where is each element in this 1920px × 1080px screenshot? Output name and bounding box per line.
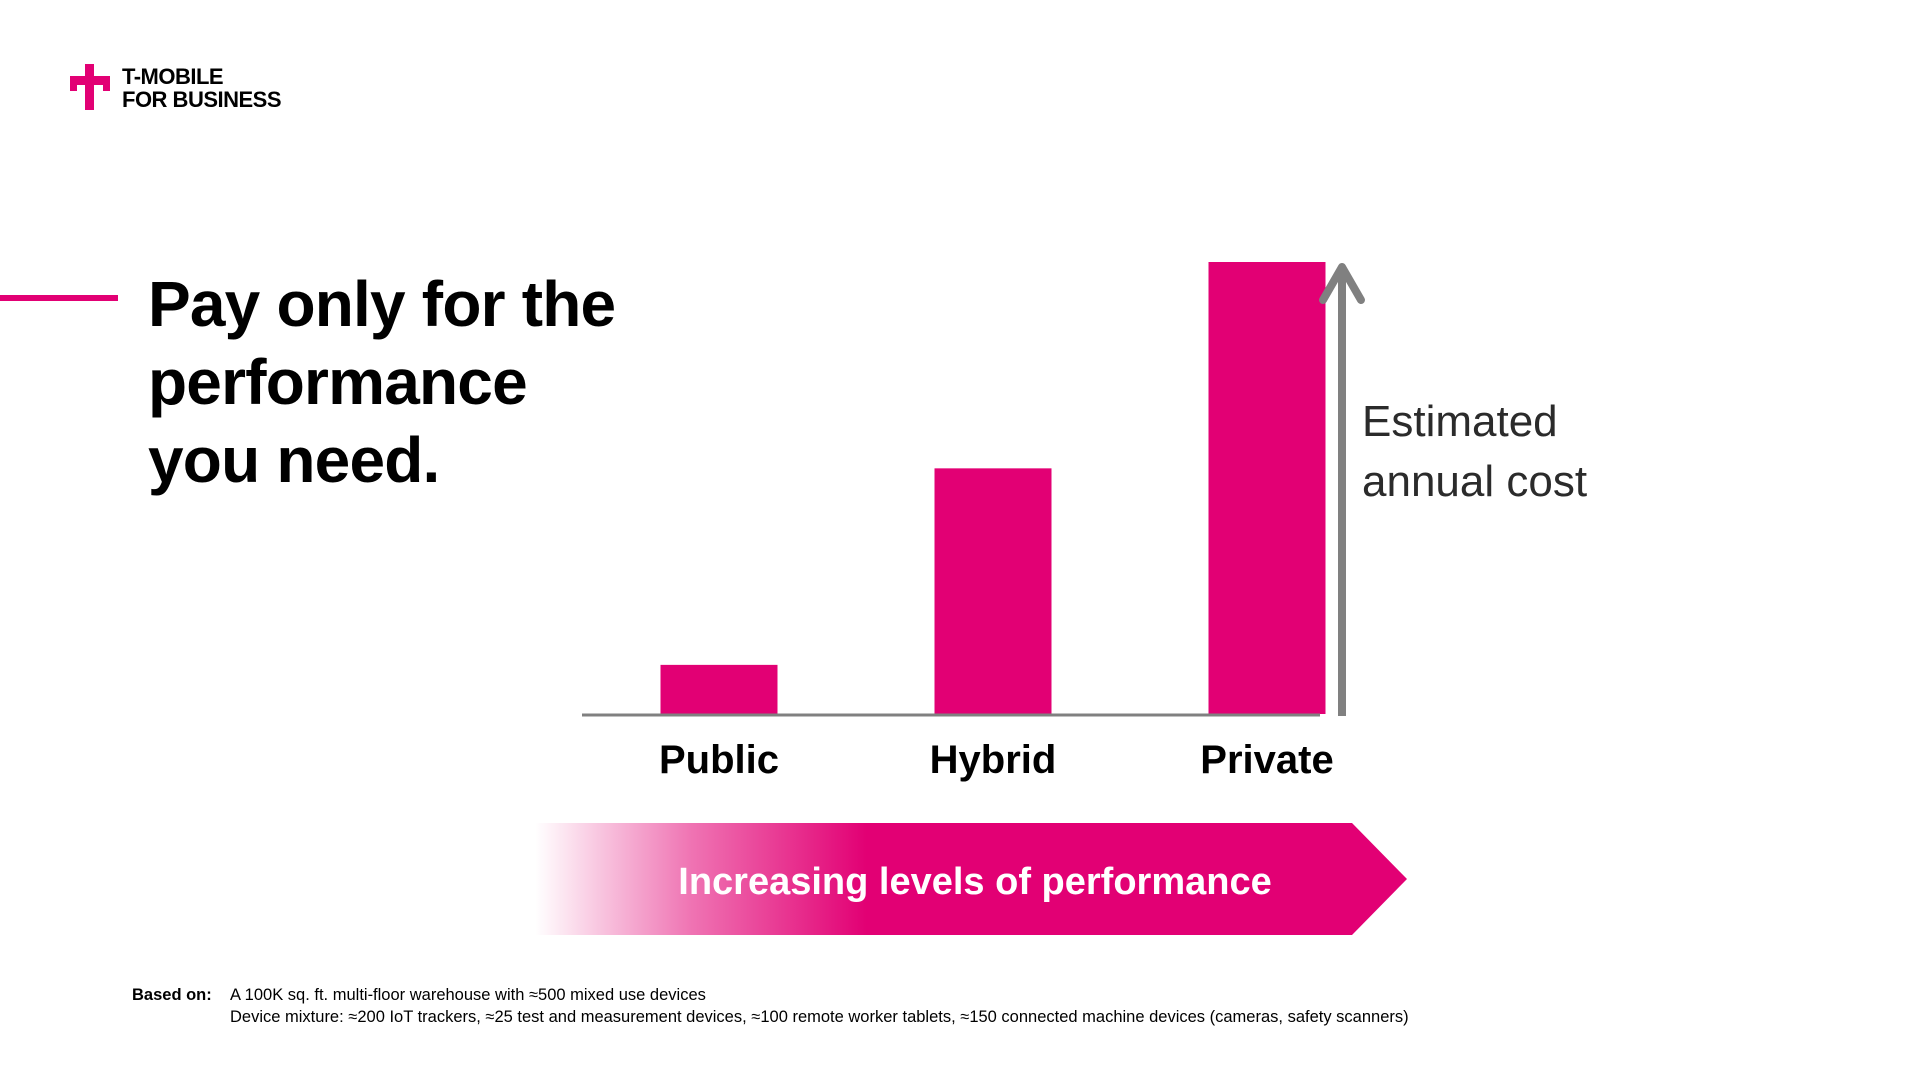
performance-arrow-label: Increasing levels of performance	[678, 861, 1271, 903]
category-label-private: Private	[1200, 738, 1333, 782]
logo-line-1: T-MOBILE	[122, 64, 224, 89]
y-axis-label-line-1: Estimated	[1362, 397, 1558, 446]
headline-line-2: performance	[148, 346, 528, 418]
y-axis-label-line-2: annual cost	[1362, 457, 1587, 506]
y-axis-arrow-head	[1319, 263, 1365, 304]
headline-line-3: you need.	[148, 424, 440, 496]
category-label-public: Public	[659, 738, 779, 782]
logo-wordmark: T-MOBILE FOR BUSINESS	[122, 64, 282, 112]
footnote-line-2: Device mixture: ≈200 IoT trackers, ≈25 t…	[230, 1008, 1409, 1026]
headline-line-1: Pay only for the	[148, 268, 616, 340]
accent-line	[0, 295, 118, 301]
category-label-hybrid: Hybrid	[930, 738, 1057, 782]
bar-private	[1208, 262, 1326, 714]
t-logo-icon	[70, 64, 110, 110]
bar-public	[660, 664, 778, 714]
footnote-label: Based on:	[132, 986, 212, 1004]
performance-arrow	[535, 823, 1407, 935]
tmobile-for-business-logo: T-MOBILE FOR BUSINESS	[70, 64, 330, 114]
bar-hybrid	[934, 468, 1052, 714]
headline: Pay only for the performance you need.	[148, 265, 668, 499]
logo-line-2: FOR BUSINESS	[122, 87, 282, 112]
footnote-line-1: A 100K sq. ft. multi-floor warehouse wit…	[230, 986, 706, 1004]
